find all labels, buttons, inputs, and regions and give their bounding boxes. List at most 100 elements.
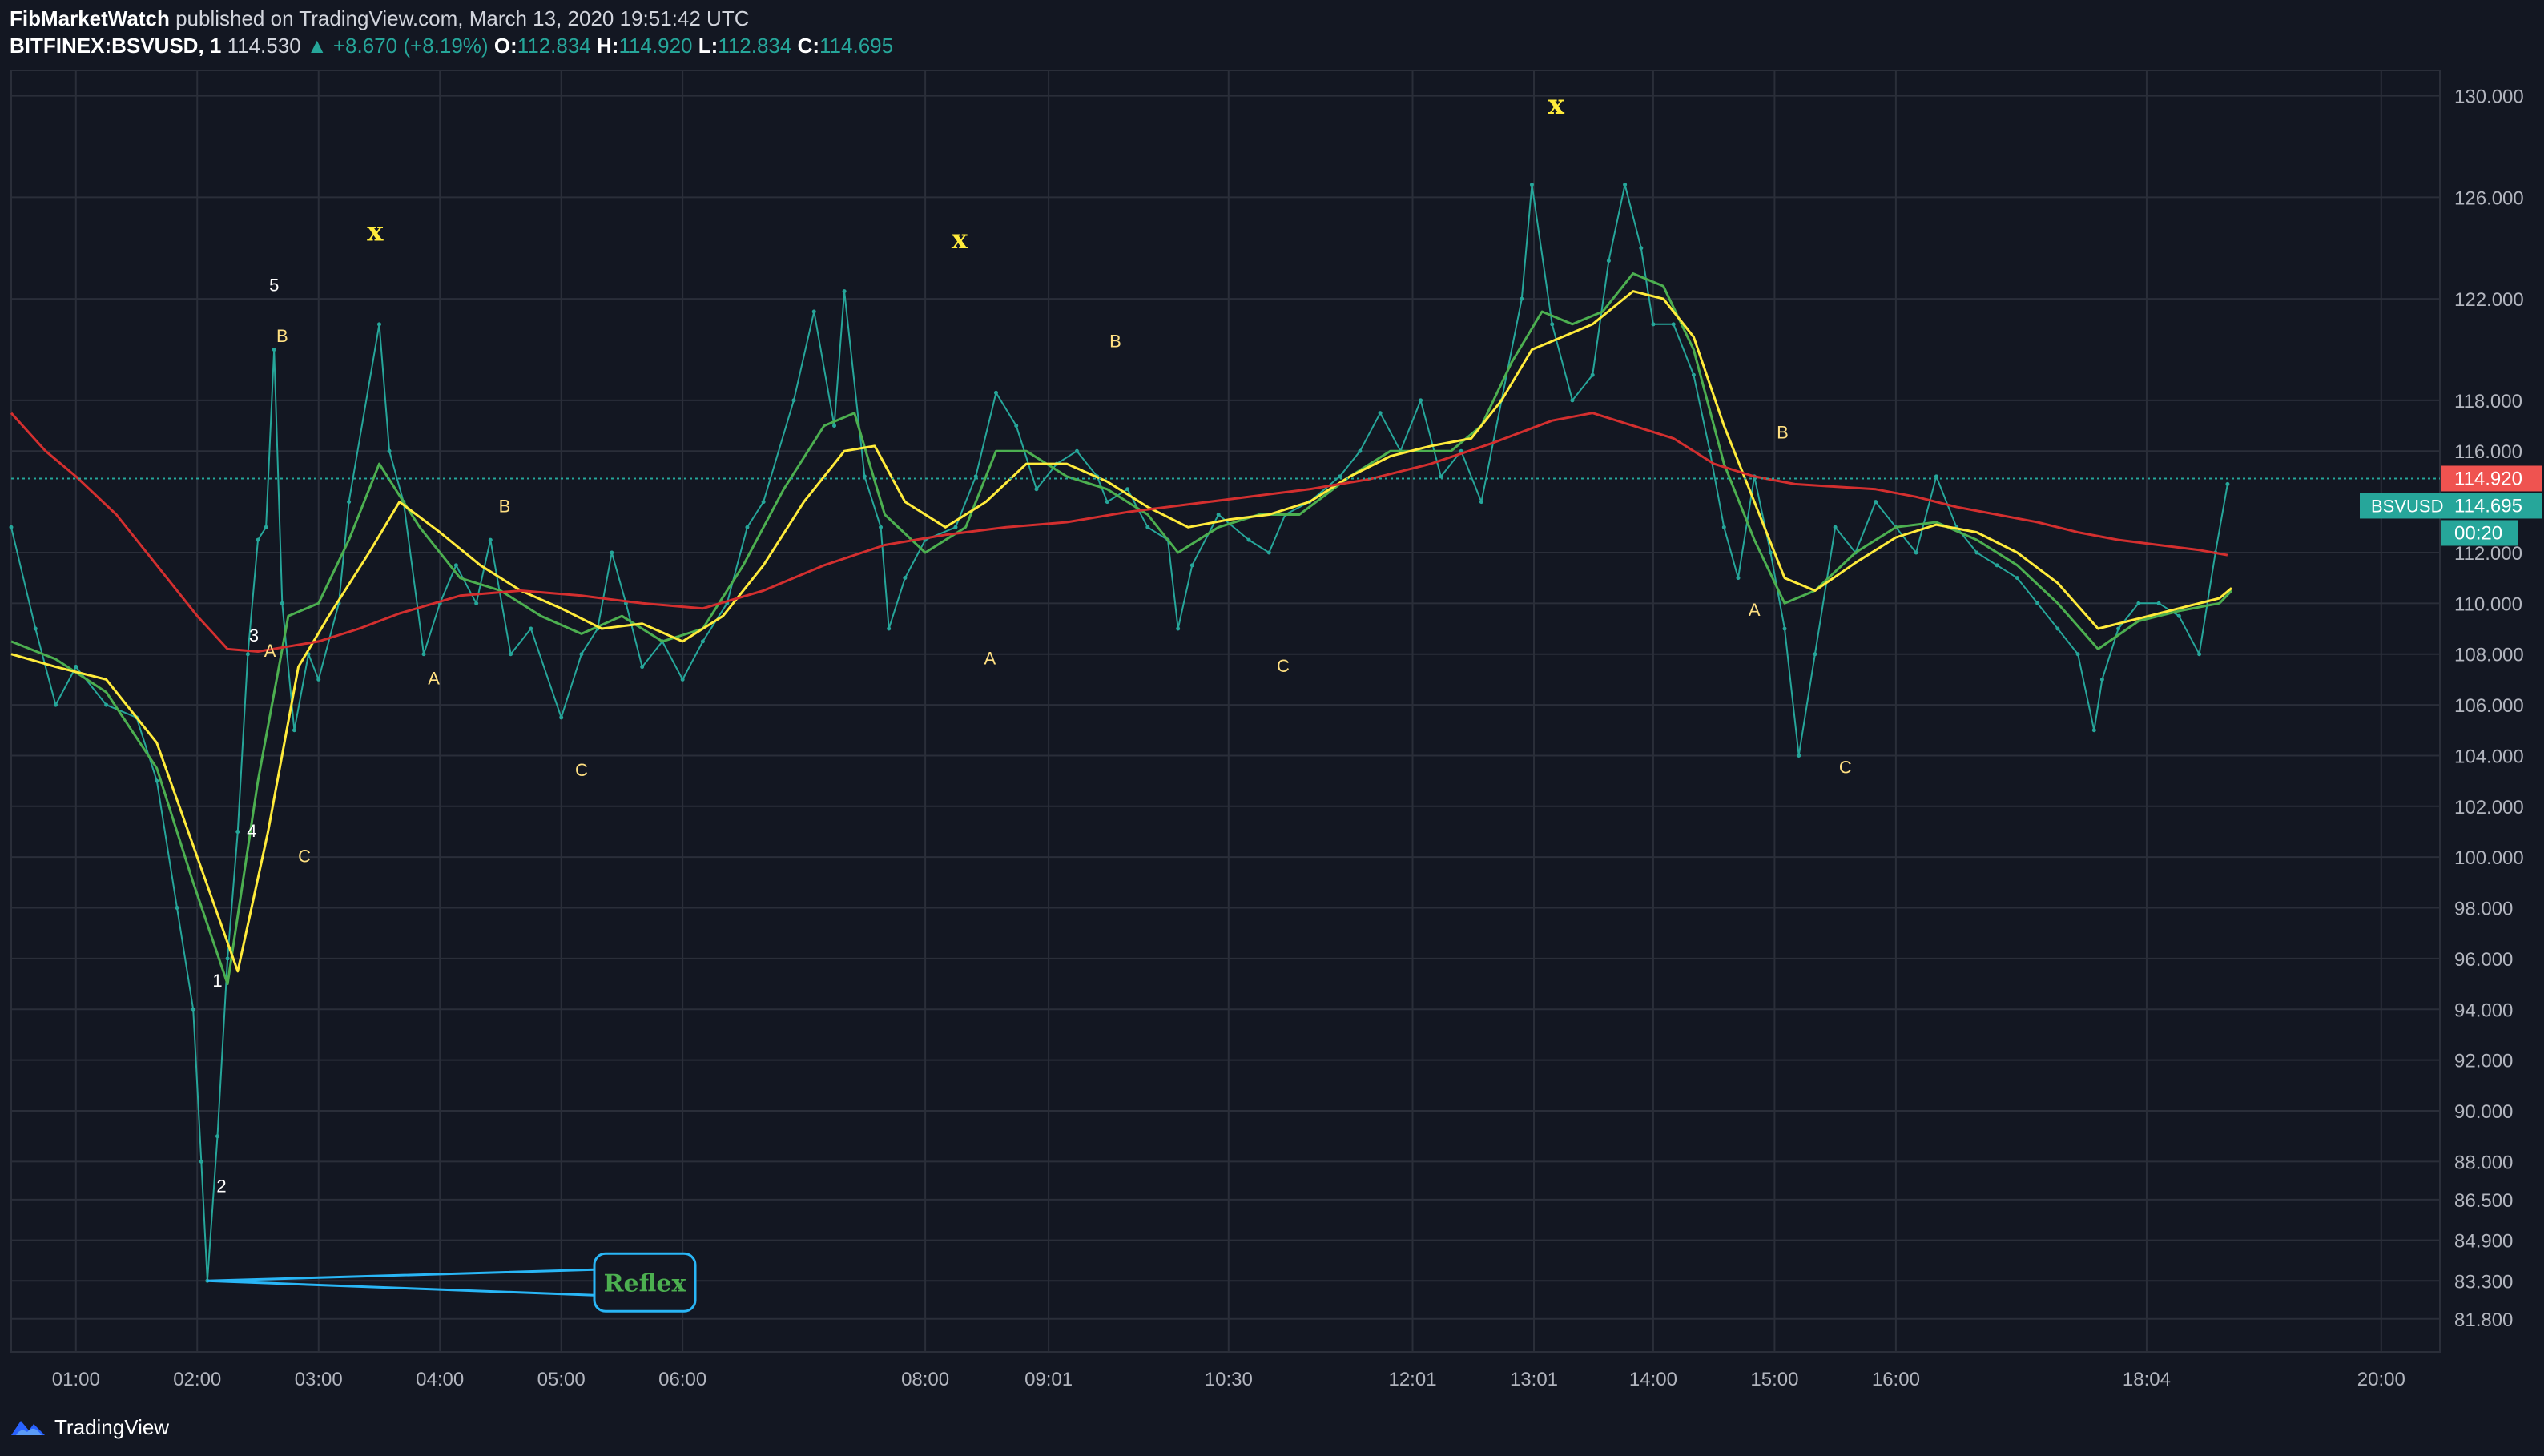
data-point	[316, 677, 321, 682]
data-point	[264, 525, 268, 529]
data-point	[2099, 677, 2104, 682]
data-point	[903, 576, 908, 581]
data-point	[1974, 550, 1979, 555]
plot-area	[10, 70, 2441, 1353]
data-point	[1176, 626, 1181, 631]
data-point	[879, 525, 884, 529]
data-point	[272, 348, 276, 352]
y-tick-label: 98.000	[2454, 899, 2513, 920]
wave-label: B	[499, 496, 511, 516]
author-name[interactable]: FibMarketWatch	[10, 6, 170, 30]
data-point	[245, 652, 250, 657]
data-point	[1691, 372, 1696, 377]
data-point	[33, 626, 38, 631]
data-point	[529, 626, 533, 631]
wave-label: A	[428, 669, 440, 689]
y-tick-label: 94.000	[2454, 999, 2513, 1021]
low-label: L:	[698, 34, 719, 58]
wave-label: 2	[216, 1176, 226, 1196]
data-point	[1529, 183, 1534, 187]
data-point	[2055, 626, 2060, 631]
y-tick-label: 116.000	[2454, 441, 2522, 463]
symbol-legend: BITFINEX:BSVUSD, 1 114.530 ▲ +8.670 (+8.…	[10, 34, 893, 58]
data-point	[680, 677, 685, 682]
data-point	[2116, 626, 2121, 631]
data-point	[1782, 626, 1787, 631]
data-point	[1934, 474, 1938, 479]
y-tick-label: 108.000	[2454, 645, 2524, 666]
data-point	[2156, 601, 2161, 605]
x-tick-label: 10:30	[1205, 1369, 1253, 1390]
data-point	[1074, 448, 1079, 453]
data-point	[421, 652, 426, 657]
data-point	[1246, 537, 1251, 542]
data-point	[74, 665, 78, 670]
data-point	[1419, 398, 1423, 403]
data-point	[842, 289, 847, 294]
callout-pointer	[207, 1268, 595, 1297]
data-point	[1833, 525, 1838, 529]
data-point	[700, 639, 705, 644]
price-chart[interactable]: 130.000 126.000 122.000 118.000 116.000 112.0…	[0, 58, 2544, 1403]
data-point	[104, 702, 109, 707]
wave-label: B	[1109, 331, 1121, 351]
footer: TradingView	[10, 1411, 169, 1443]
data-point	[2091, 728, 2096, 733]
wave-label: B	[1777, 422, 1789, 442]
y-tick-label: 126.000	[2454, 187, 2524, 209]
data-point	[155, 778, 159, 783]
data-point	[1671, 322, 1676, 327]
y-tick-label: 130.000	[2454, 86, 2524, 108]
data-point	[1358, 448, 1363, 453]
last-price: 114.530	[227, 34, 301, 58]
wave-label: 5	[269, 276, 279, 296]
change-arrow-icon: ▲	[306, 34, 328, 58]
data-point	[175, 906, 179, 911]
price-tag-high	[2441, 465, 2542, 492]
data-point	[1995, 563, 1999, 568]
callout-label: Reflex	[604, 1269, 687, 1297]
data-point	[1651, 322, 1656, 327]
data-point	[1216, 512, 1221, 517]
x-tick-label: 09:01	[1024, 1369, 1073, 1390]
data-point	[347, 500, 352, 505]
data-point	[235, 829, 240, 834]
data-point	[1623, 183, 1628, 187]
publish-info: published on TradingView.com, March 13, …	[175, 6, 750, 30]
x-tick-label: 18:04	[2123, 1369, 2171, 1390]
data-point	[1874, 500, 1878, 505]
wave-label: x	[952, 223, 968, 255]
data-point	[9, 525, 14, 529]
x-tick-label: 01:00	[52, 1369, 100, 1390]
y-tick-label: 84.900	[2454, 1231, 2513, 1253]
data-point	[191, 1007, 195, 1012]
data-point	[2015, 576, 2019, 581]
close-value: 114.695	[819, 34, 894, 58]
publish-line: FibMarketWatch published on TradingView.…	[10, 6, 749, 31]
data-point	[1145, 525, 1150, 529]
wave-label: A	[1749, 600, 1761, 620]
series-line	[10, 183, 2228, 1282]
y-tick-label: 88.000	[2454, 1152, 2513, 1173]
data-point	[1550, 322, 1555, 327]
data-point	[1797, 753, 1801, 758]
low-value: 112.834	[718, 34, 792, 58]
x-tick-label: 04:00	[416, 1369, 464, 1390]
price-tag-current-text: 114.695	[2454, 495, 2522, 517]
close-label: C:	[797, 34, 820, 58]
price-tag-high-text: 114.920	[2454, 468, 2522, 489]
y-tick-label: 100.000	[2454, 847, 2524, 869]
data-point	[1034, 487, 1039, 492]
x-tick-label: 08:00	[901, 1369, 949, 1390]
tradingview-logo-icon[interactable]	[10, 1416, 46, 1438]
data-point	[256, 537, 260, 542]
footer-brand[interactable]: TradingView	[54, 1414, 170, 1439]
open-value: 112.834	[517, 34, 591, 58]
data-point	[887, 626, 892, 631]
data-point	[280, 601, 284, 605]
symbol-name[interactable]: BITFINEX:BSVUSD, 1	[10, 34, 222, 58]
data-point	[610, 550, 614, 555]
wave-label: A	[984, 648, 996, 668]
y-tick-label: 112.000	[2454, 543, 2522, 565]
data-point	[1520, 296, 1524, 301]
